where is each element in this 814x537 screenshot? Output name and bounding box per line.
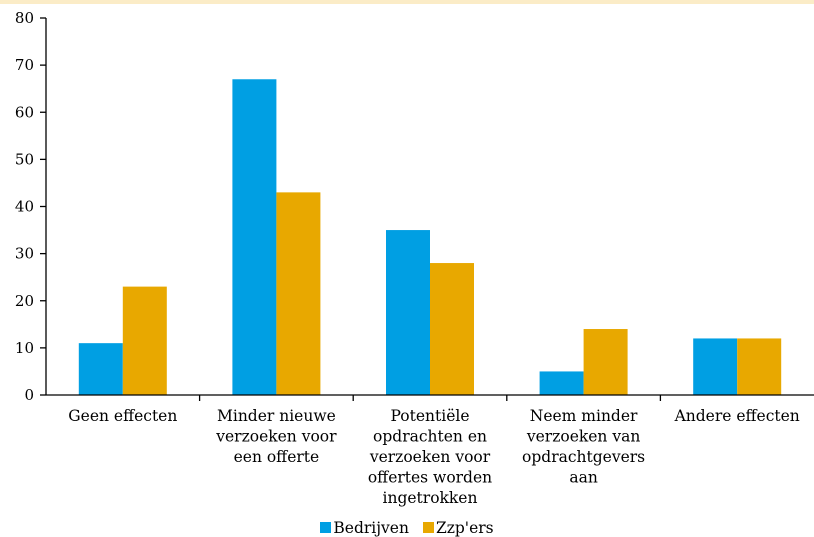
x-category-label: Geen effecten bbox=[68, 407, 177, 425]
top-accent-band bbox=[0, 0, 814, 4]
x-category-label-line: een offerte bbox=[234, 448, 320, 466]
legend-label-zzpers: Zzp'ers bbox=[435, 518, 494, 537]
y-tick-label: 80 bbox=[15, 9, 34, 27]
bars bbox=[78, 79, 782, 395]
x-category-label-line: opdrachten en bbox=[373, 428, 487, 446]
legend-label-bedrijven: Bedrijven bbox=[333, 518, 409, 537]
y-tick-label: 50 bbox=[15, 150, 34, 168]
y-tick-label: 0 bbox=[24, 386, 34, 404]
x-category-label-line: Geen effecten bbox=[68, 407, 177, 425]
x-category-label-line: Minder nieuwe bbox=[217, 407, 336, 425]
x-category-label: Potentiële opdrachten en verzoeken voor off… bbox=[368, 407, 492, 507]
x-category-label-line: ingetrokken bbox=[383, 489, 478, 507]
x-category-label-line: opdrachtgevers bbox=[522, 448, 645, 466]
x-category-label: Neem minder verzoeken van opdrachtgevers aa… bbox=[522, 407, 645, 487]
legend-swatch-bedrijven bbox=[320, 522, 332, 533]
x-category-label-line: verzoeken voor bbox=[369, 448, 491, 466]
x-category-label: Minder nieuwe verzoeken voor een offerte bbox=[215, 407, 337, 466]
x-category-label-line: Andere effecten bbox=[674, 407, 800, 425]
bar-bedrijven-5 bbox=[693, 338, 738, 395]
x-axis: Geen effecten Minder nieuwe verzoeken voor… bbox=[46, 394, 814, 507]
legend-item-zzpers: Zzp'ers bbox=[422, 518, 494, 537]
x-category-label-line: verzoeken van bbox=[526, 428, 640, 446]
y-axis: 0 10 20 30 40 50 60 70 80 bbox=[15, 9, 47, 404]
y-tick-label: 10 bbox=[15, 339, 34, 357]
x-category-label-line: offertes worden bbox=[368, 469, 492, 487]
bar-zzpers-2 bbox=[276, 192, 321, 395]
bar-zzpers-3 bbox=[430, 263, 474, 395]
bar-zzpers-5 bbox=[737, 338, 782, 395]
y-tick-label: 70 bbox=[15, 56, 34, 74]
legend-item-bedrijven: Bedrijven bbox=[320, 519, 409, 537]
x-category-label-line: Potentiële bbox=[390, 407, 469, 425]
bar-bedrijven-4 bbox=[539, 371, 584, 395]
bar-bedrijven-3 bbox=[386, 230, 430, 395]
bar-zzpers-4 bbox=[583, 329, 628, 395]
x-category-label-line: verzoeken voor bbox=[215, 428, 337, 446]
y-tick-label: 40 bbox=[15, 198, 34, 216]
bar-bedrijven-1 bbox=[78, 343, 123, 395]
x-category-label: Andere effecten bbox=[674, 407, 800, 425]
x-category-label-line: aan bbox=[569, 469, 597, 487]
y-tick-label: 30 bbox=[15, 245, 34, 263]
y-tick-label: 60 bbox=[15, 103, 34, 121]
y-tick-label: 20 bbox=[15, 292, 34, 310]
x-category-label-line: Neem minder bbox=[530, 407, 638, 425]
bar-zzpers-1 bbox=[122, 286, 167, 395]
bar-bedrijven-2 bbox=[232, 79, 277, 395]
legend: Bedrijven Zzp'ers bbox=[0, 518, 814, 537]
legend-swatch-zzpers bbox=[422, 522, 434, 533]
bar-chart: 0 10 20 30 40 50 60 70 80 Geen effecten Minder ni… bbox=[15, 9, 814, 507]
